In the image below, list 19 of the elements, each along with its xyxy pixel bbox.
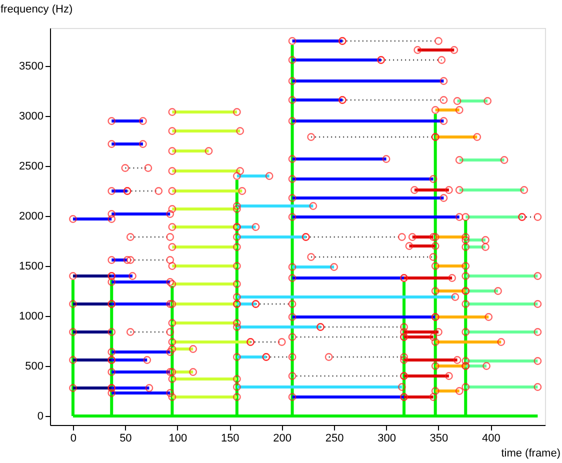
y-tick-label: 2500: [19, 160, 44, 172]
x-axis-title: time (frame): [501, 448, 560, 460]
x-tick-label: 300: [378, 432, 396, 444]
y-axis-title: frequency (Hz): [0, 4, 73, 16]
x-tick-label: 400: [482, 432, 500, 444]
x-tick-label: 250: [325, 432, 344, 444]
x-tick-label: 350: [430, 432, 448, 444]
y-tick-label: 3500: [19, 60, 44, 72]
x-tick-label: 200: [273, 432, 292, 444]
x-tick-label: 0: [70, 432, 77, 444]
y-tick-label: 0: [37, 410, 44, 422]
x-tick-label: 100: [168, 432, 188, 444]
y-tick-label: 500: [25, 360, 44, 372]
y-tick-label: 3000: [19, 110, 44, 122]
x-tick-label: 50: [120, 432, 132, 444]
y-tick-label: 1000: [19, 310, 44, 322]
y-tick-label: 1500: [19, 260, 44, 272]
x-tick-label: 150: [220, 432, 240, 444]
y-tick-label: 2000: [19, 210, 44, 222]
